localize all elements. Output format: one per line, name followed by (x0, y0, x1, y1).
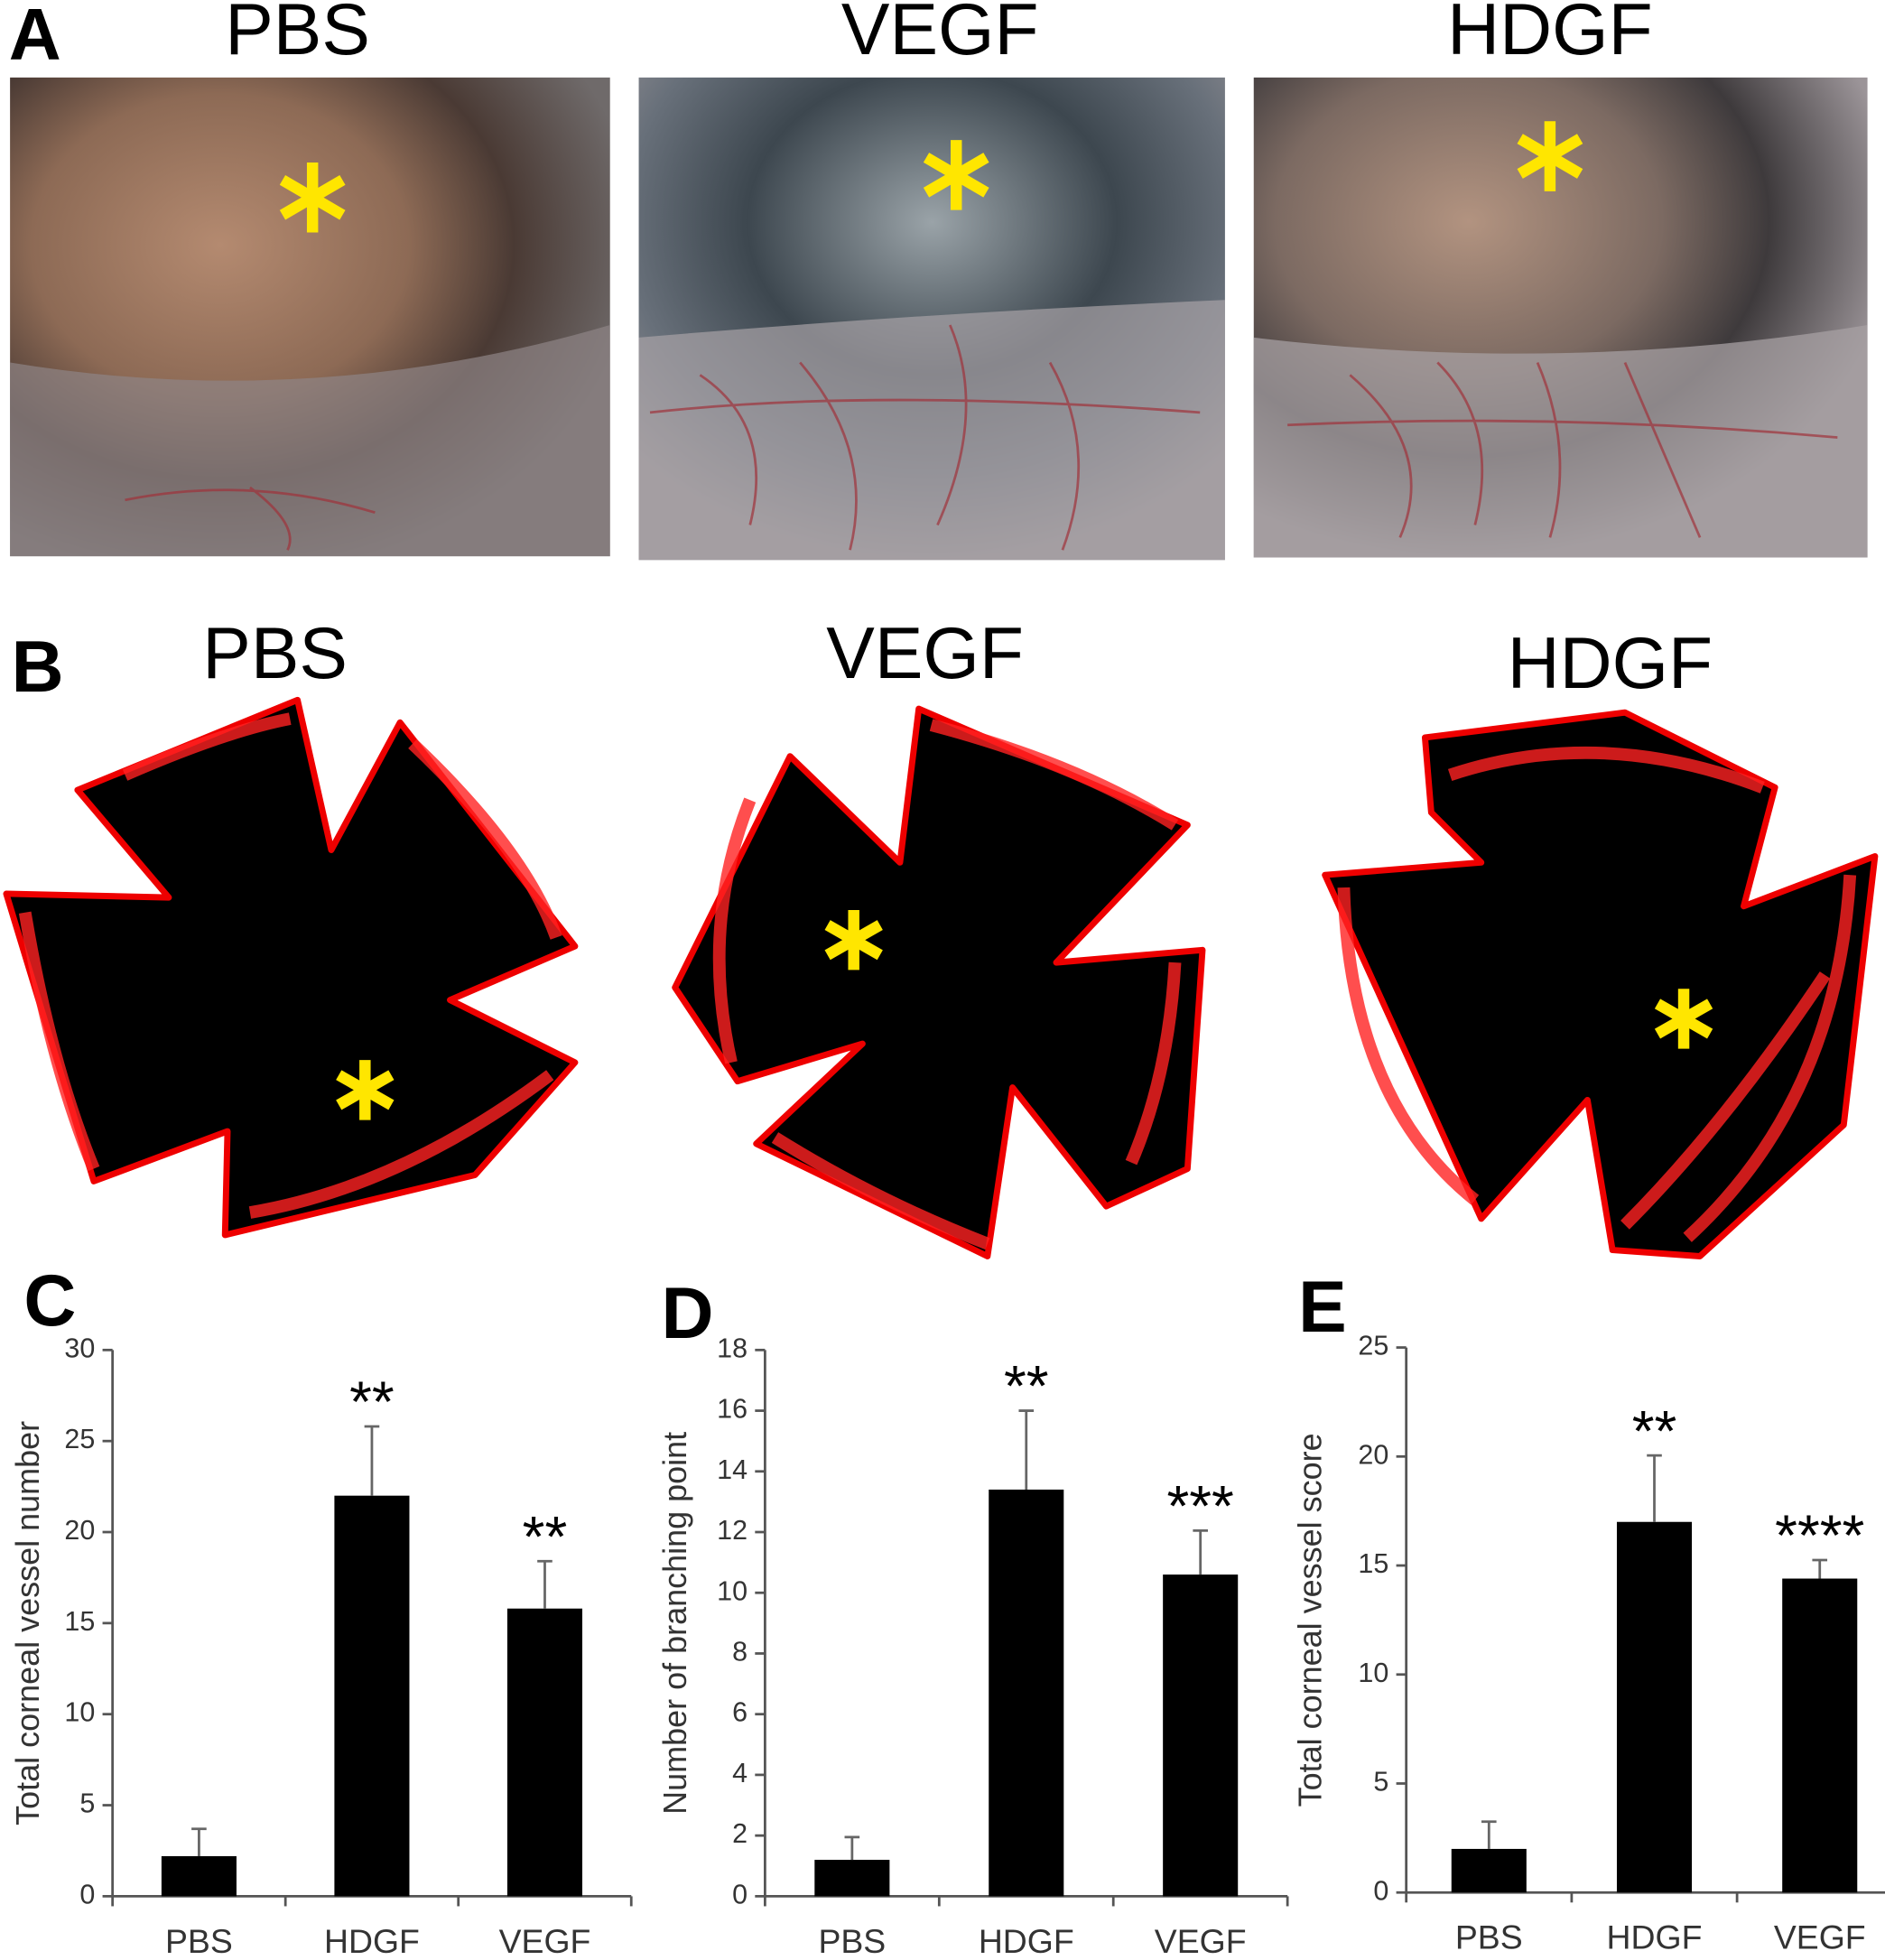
asterisk (1517, 121, 1583, 191)
bar (1616, 1521, 1693, 1893)
y-tick-label: 6 (732, 1697, 748, 1728)
y-tick-label: 5 (1373, 1767, 1388, 1797)
y-tick-label: 10 (1358, 1658, 1388, 1688)
panel-title: PBS (202, 613, 348, 694)
y-tick-label: 10 (64, 1697, 95, 1728)
y-tick-label: 10 (717, 1575, 748, 1606)
bar (334, 1495, 410, 1897)
y-tick-label: 0 (732, 1879, 748, 1909)
photo-shade (10, 324, 610, 557)
flatmount (1322, 709, 1879, 1259)
significance: ** (1004, 1354, 1049, 1418)
photo-shade (1253, 324, 1868, 558)
asterisk (923, 140, 989, 210)
x-tick-label: VEGF (1155, 1922, 1247, 1960)
x-tick-label: PBS (818, 1922, 886, 1960)
panel-title: VEGF (841, 0, 1039, 70)
bar (814, 1860, 890, 1897)
y-tick-label: 4 (732, 1758, 748, 1788)
y-tick-label: 0 (1373, 1875, 1388, 1906)
y-tick-label: 15 (64, 1606, 95, 1637)
panel-label: D (662, 1273, 714, 1354)
y-tick-label: 14 (717, 1454, 748, 1485)
panel-title: HDGF (1508, 623, 1713, 704)
panel-label: C (23, 1260, 76, 1342)
bar (506, 1608, 583, 1897)
panel-label: E (1298, 1267, 1347, 1348)
significance: ** (523, 1505, 568, 1569)
x-tick-label: PBS (1455, 1918, 1523, 1956)
x-tick-label: VEGF (1774, 1918, 1866, 1956)
y-tick-label: 5 (79, 1788, 95, 1819)
panel-title: VEGF (826, 613, 1024, 694)
bar (989, 1489, 1064, 1897)
panel-label: B (12, 627, 64, 708)
vessels (125, 324, 1838, 551)
y-tick-label: 18 (717, 1333, 748, 1363)
x-tick-label: HDGF (979, 1922, 1074, 1960)
x-tick-label: HDGF (1607, 1918, 1703, 1956)
asterisk (1654, 989, 1713, 1049)
bar (1451, 1848, 1527, 1893)
panel-title: HDGF (1447, 0, 1652, 70)
flatmount (3, 696, 579, 1239)
significance: ** (1632, 1399, 1677, 1463)
asterisk (279, 162, 346, 233)
y-tick-label: 25 (64, 1424, 95, 1454)
y-tick-label: 20 (64, 1515, 95, 1546)
y-tick-label: 8 (732, 1637, 748, 1667)
y-tick-label: 0 (79, 1879, 95, 1909)
significance: ** (349, 1370, 395, 1435)
significance: *** (1167, 1474, 1234, 1538)
photo-shade (638, 300, 1225, 561)
x-tick-label: VEGF (499, 1922, 591, 1960)
bar (161, 1856, 237, 1897)
y-tick-label: 2 (732, 1818, 748, 1849)
x-tick-label: PBS (165, 1922, 233, 1960)
asterisk (336, 1060, 395, 1120)
y-axis-label: Total corneal vessel number (9, 1421, 46, 1825)
y-tick-label: 15 (1358, 1548, 1388, 1579)
vessel-band (18, 712, 1857, 1250)
y-tick-label: 30 (64, 1333, 95, 1363)
y-tick-label: 25 (1358, 1331, 1388, 1361)
y-tick-label: 16 (717, 1394, 748, 1425)
panel-label: A (9, 0, 61, 76)
y-tick-label: 12 (717, 1515, 748, 1546)
bar (1163, 1575, 1239, 1897)
y-tick-label: 20 (1358, 1439, 1388, 1470)
y-axis-label: Number of branching point (656, 1432, 693, 1815)
y-axis-label: Total corneal vessel score (1291, 1433, 1328, 1807)
panel-title: PBS (225, 0, 370, 70)
asterisk (824, 909, 883, 971)
significance: **** (1775, 1504, 1864, 1568)
x-tick-label: HDGF (324, 1922, 420, 1960)
bar (1782, 1578, 1858, 1893)
